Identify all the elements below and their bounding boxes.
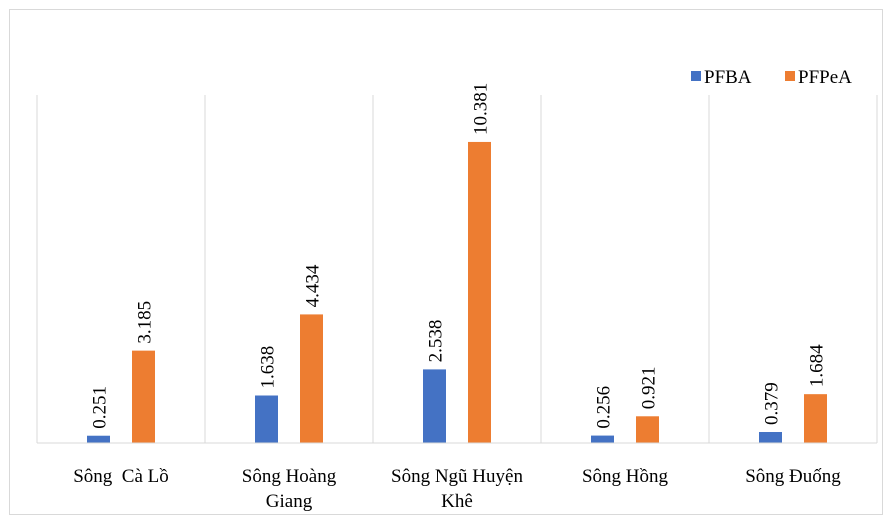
category-label: Sông Ngũ Huyện — [391, 466, 523, 487]
legend-swatch-pfpea — [785, 71, 795, 81]
legend-label-pfpea: PFPeA — [798, 67, 852, 88]
bar-pfba — [591, 435, 614, 443]
bar-pfpea — [804, 394, 827, 443]
data-label-pfba: 2.538 — [426, 320, 447, 363]
data-label-pfpea: 1.684 — [807, 344, 828, 387]
bar-pfba — [87, 435, 110, 443]
bar-pfpea — [468, 141, 491, 444]
bar-pfba — [255, 395, 278, 443]
bar-pfba — [759, 432, 782, 443]
category-label: Khê — [441, 491, 473, 512]
bar-pfpea — [636, 416, 659, 443]
category-separators — [36, 95, 878, 443]
data-labels: 0.251 3.185 1.638 4.434 2.538 10.381 0.256 0.92… — [90, 83, 828, 429]
data-label-pfpea: 10.381 — [471, 83, 492, 135]
category-label: Giang — [266, 491, 313, 512]
category-label: Sông Hoàng — [242, 466, 337, 487]
bars — [87, 141, 827, 444]
bar-pfpea — [300, 314, 323, 443]
data-label-pfpea: 4.434 — [303, 264, 324, 307]
legend-swatch-pfba — [691, 71, 701, 81]
bar-pfpea — [132, 350, 155, 443]
data-label-pfba: 0.379 — [762, 382, 783, 425]
category-label: Sông Cà Lồ — [73, 466, 169, 487]
data-label-pfba: 0.256 — [594, 386, 615, 429]
legend: PFBA PFPeA — [691, 67, 852, 88]
data-label-pfba: 0.251 — [90, 386, 111, 429]
category-labels: Sông Cà Lồ Sông Hoàng Giang Sông Ngũ Huyện K… — [73, 466, 841, 512]
category-label: Sông Đuống — [745, 466, 841, 487]
category-label: Sông Hồng — [582, 466, 669, 487]
data-label-pfba: 1.638 — [258, 346, 279, 389]
legend-label-pfba: PFBA — [704, 67, 752, 88]
bar-pfba — [423, 369, 446, 443]
data-label-pfpea: 0.921 — [639, 367, 660, 410]
data-label-pfpea: 3.185 — [135, 301, 156, 344]
